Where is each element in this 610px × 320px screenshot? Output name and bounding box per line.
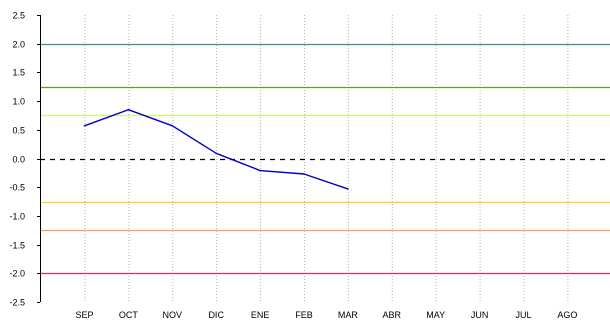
y-axis <box>37 15 41 303</box>
y-tick-label: -1.0 <box>9 212 25 222</box>
y-tick-label: -0.5 <box>9 183 25 193</box>
y-tick-label: 2.0 <box>12 40 25 50</box>
y-tick-labels: 2.5 2.0 1.5 1.0 0.5 0.0 -0.5 -1.0 -1.5 -2.0 -2.5 <box>9 11 25 308</box>
x-tick-label-may: MAY <box>426 310 445 320</box>
x-tick-label-sep: SEP <box>75 310 93 320</box>
data-point-mar <box>347 188 349 190</box>
x-tick-label-ene: ENE <box>251 310 270 320</box>
x-tick-label-ago: AGO <box>557 310 577 320</box>
y-tick-label: 1.0 <box>12 97 25 107</box>
x-tick-label-oct: OCT <box>119 310 139 320</box>
data-point-nov <box>171 124 174 127</box>
y-tick-label: 0.5 <box>12 126 25 136</box>
y-tick-label: -1.5 <box>9 241 25 251</box>
x-tick-label-abr: ABR <box>383 310 402 320</box>
x-tick-labels: SEP OCT NOV DIC ENE FEB MAR ABR MAY JUN JUL AGO <box>75 310 577 320</box>
vertical-grid <box>84 15 569 302</box>
y-tick-label: -2.0 <box>9 269 25 279</box>
x-tick-label-jun: JUN <box>471 310 489 320</box>
x-tick-label-jul: JUL <box>515 310 531 320</box>
reference-lines <box>40 43 610 275</box>
x-tick-label-mar: MAR <box>338 310 359 320</box>
data-point-sep <box>83 124 86 127</box>
x-tick-label-dic: DIC <box>208 310 224 320</box>
y-tick-label: 1.5 <box>12 68 25 78</box>
data-point-ene <box>259 169 261 172</box>
x-tick-label-nov: NOV <box>163 310 183 320</box>
y-tick-label: 2.5 <box>12 11 25 21</box>
x-tick-label-feb: FEB <box>295 310 313 320</box>
data-point-dic <box>215 152 217 155</box>
series-layer <box>83 108 349 190</box>
y-tick-label: 0.0 <box>12 155 25 165</box>
data-point-oct <box>127 108 130 111</box>
data-point-feb <box>303 173 305 175</box>
y-tick-label: -2.5 <box>9 298 25 308</box>
